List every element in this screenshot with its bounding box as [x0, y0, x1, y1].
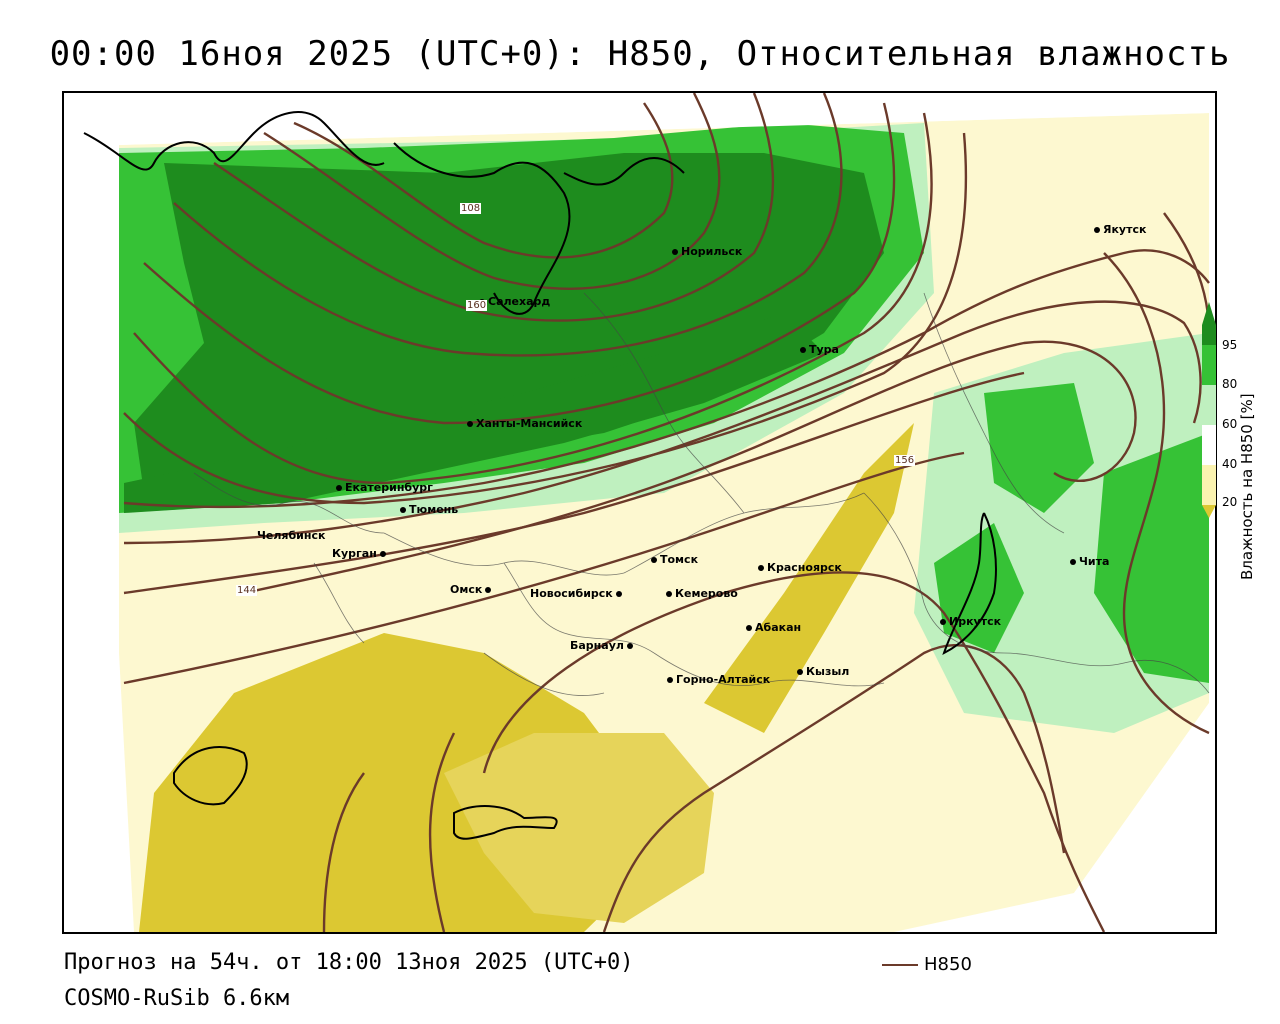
border-line: [583, 292, 745, 514]
map-panel: Якутск Норильск Салехард Тура Ханты-Манс…: [62, 91, 1217, 934]
colorbar-title: Влажность на H850 [%]: [1238, 393, 1256, 580]
colorbar-tick: 80: [1222, 377, 1238, 391]
contour-line: [1103, 252, 1210, 735]
contour-line: [123, 451, 965, 685]
city-tura: Тура: [800, 343, 839, 356]
outside-domain-right: [1074, 93, 1215, 932]
city-chita: Чита: [1070, 555, 1109, 568]
h850-legend-label: H850: [924, 954, 972, 975]
city-krasnoyarsk: Красноярск: [758, 561, 842, 574]
contour-label: 156: [894, 455, 916, 466]
contour-line: [123, 371, 1025, 595]
contour-line: [123, 132, 968, 505]
border-line: [653, 652, 885, 687]
border-line: [193, 472, 385, 534]
coastlines: [83, 111, 997, 840]
colorbar: [1202, 302, 1216, 518]
contour-label: 144: [236, 585, 258, 596]
colorbar-segment-95: [1202, 325, 1216, 345]
contour-line: [428, 732, 456, 932]
lake-baikal: [942, 512, 997, 655]
city-khanty-mansiysk: Ханты-Мансийск: [467, 417, 582, 430]
outside-domain-top: [119, 93, 1215, 145]
forecast-info: Прогноз на 54ч. от 18:00 13ноя 2025 (UTC…: [64, 950, 634, 975]
contour-line: [133, 112, 933, 485]
contour-line: [293, 102, 674, 259]
border-line: [503, 562, 655, 654]
city-tyumen: Тюмень: [400, 503, 458, 516]
colorbar-cap-top: [1202, 302, 1216, 325]
border-line: [1003, 652, 1210, 694]
colorbar-cap-bottom: [1202, 505, 1216, 518]
colorbar-segment-60: [1202, 385, 1216, 425]
outside-domain-left: [64, 93, 119, 932]
map-title: 00:00 16ноя 2025 (UTC+0): H850, Относите…: [49, 34, 1231, 74]
humid-core-band: [124, 313, 824, 513]
dry-band-diagonal: [704, 423, 914, 733]
humidity-map: [64, 93, 1215, 932]
city-barnaul: Барнаул: [570, 639, 636, 652]
city-kurgan: Курган: [332, 547, 389, 560]
humid-patch-east-central: [984, 383, 1094, 513]
contour-line: [213, 93, 775, 322]
city-abakan: Абакан: [746, 621, 801, 634]
city-novosibirsk: Новосибирск: [530, 587, 625, 600]
admin-borders: [193, 292, 1210, 696]
colorbar-tick: 95: [1222, 338, 1238, 352]
humid-patch-east: [1094, 433, 1209, 683]
coastline: [393, 142, 571, 315]
colorbar-tick: 40: [1222, 457, 1238, 471]
city-yakutsk: Якутск: [1094, 223, 1146, 236]
coastline: [563, 157, 685, 186]
lake-zaysan: [173, 746, 248, 806]
coastline: [83, 111, 385, 171]
city-kyzyl: Кызыл: [797, 665, 849, 678]
city-chelyabinsk: Челябинск: [257, 529, 326, 542]
city-salekhard: Салехард: [479, 295, 550, 308]
contour-line: [482, 571, 1106, 932]
contour-line: [322, 772, 365, 932]
city-irkutsk: Иркутск: [940, 615, 1001, 628]
border-line: [313, 562, 365, 644]
border-line: [483, 652, 605, 696]
colorbar-segment-40: [1202, 425, 1216, 465]
humid-core-north: [134, 153, 884, 493]
city-norilsk: Норильск: [672, 245, 742, 258]
city-omsk: Омск: [450, 583, 494, 596]
contour-line: [143, 102, 896, 425]
h850-legend-line: [882, 964, 918, 966]
contour-line: [173, 93, 843, 357]
contour-line: [243, 340, 1137, 595]
border-line: [923, 292, 1065, 534]
city-gorno-altaysk: Горно-Алтайск: [667, 673, 770, 686]
lake-balkhash: [453, 805, 558, 840]
contour-line: [123, 249, 1210, 509]
city-ekaterinburg: Екатеринбург: [336, 481, 433, 494]
colorbar-segment-80: [1202, 345, 1216, 385]
contour-label: 108: [460, 203, 482, 214]
city-kemerovo: Кемерово: [666, 587, 738, 600]
colorbar-segment-20: [1202, 465, 1216, 505]
contour-line: [123, 300, 1202, 545]
border-line: [863, 492, 1005, 654]
contour-line: [602, 643, 1066, 932]
colorbar-tick: 60: [1222, 417, 1238, 431]
contour-label: 160: [466, 300, 488, 311]
model-name: COSMO-RuSib 6.6км: [64, 986, 290, 1011]
dry-region-south: [444, 733, 714, 923]
city-tomsk: Томск: [651, 553, 698, 566]
colorbar-tick: 20: [1222, 495, 1238, 509]
contour-line: [263, 93, 721, 290]
